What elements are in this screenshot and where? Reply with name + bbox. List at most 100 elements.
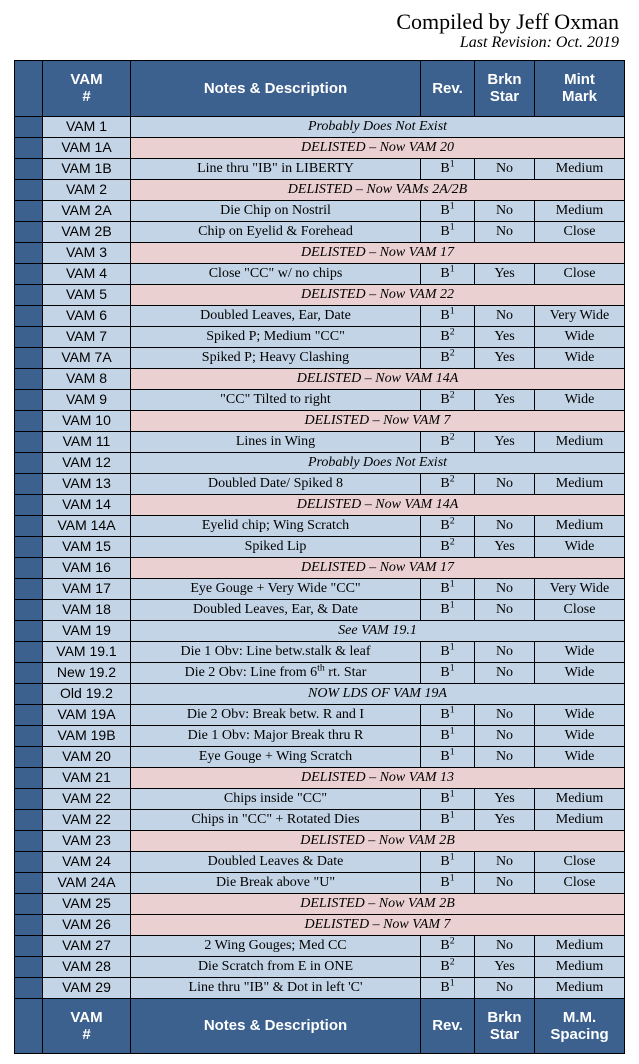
row-checkbox[interactable]: [15, 599, 43, 620]
row-checkbox[interactable]: [15, 683, 43, 704]
mm-cell: Wide: [535, 704, 625, 725]
row-checkbox[interactable]: [15, 809, 43, 830]
notes-cell: Spiked P; Medium "CC": [131, 326, 421, 347]
table-row: VAM 21DELISTED – Now VAM 13: [15, 767, 625, 788]
mm-cell: Medium: [535, 956, 625, 977]
notes-cell: Doubled Leaves, Ear, & Date: [131, 599, 421, 620]
row-checkbox[interactable]: [15, 872, 43, 893]
doc-header: Compiled by Jeff Oxman Last Revision: Oc…: [14, 10, 619, 52]
row-checkbox[interactable]: [15, 641, 43, 662]
row-checkbox[interactable]: [15, 956, 43, 977]
brkn-cell: No: [475, 662, 535, 683]
row-checkbox[interactable]: [15, 977, 43, 998]
row-checkbox[interactable]: [15, 830, 43, 851]
vam-number: VAM 5: [43, 284, 131, 305]
row-checkbox[interactable]: [15, 368, 43, 389]
mm-cell: Wide: [535, 389, 625, 410]
row-checkbox[interactable]: [15, 578, 43, 599]
notes-cell: Chip on Eyelid & Forehead: [131, 221, 421, 242]
row-checkbox[interactable]: [15, 494, 43, 515]
vam-number: VAM 1: [43, 116, 131, 137]
row-checkbox[interactable]: [15, 893, 43, 914]
row-checkbox[interactable]: [15, 284, 43, 305]
table-row: VAM 1BLine thru "IB" in LIBERTYB1NoMediu…: [15, 158, 625, 179]
vam-number: VAM 7: [43, 326, 131, 347]
row-checkbox[interactable]: [15, 746, 43, 767]
table-row: VAM 16DELISTED – Now VAM 17: [15, 557, 625, 578]
row-checkbox[interactable]: [15, 263, 43, 284]
row-checkbox[interactable]: [15, 767, 43, 788]
notes-cell: Eyelid chip; Wing Scratch: [131, 515, 421, 536]
notes-cell: Chips inside "CC": [131, 788, 421, 809]
table-row: VAM 2BChip on Eyelid & ForeheadB1NoClose: [15, 221, 625, 242]
row-checkbox[interactable]: [15, 200, 43, 221]
brkn-cell: Yes: [475, 809, 535, 830]
vam-number: VAM 22: [43, 809, 131, 830]
rev-cell: B2: [421, 347, 475, 368]
table-row: New 19.2Die 2 Obv: Line from 6th rt. Sta…: [15, 662, 625, 683]
vam-number: VAM 11: [43, 431, 131, 452]
row-checkbox[interactable]: [15, 725, 43, 746]
row-checkbox[interactable]: [15, 242, 43, 263]
row-checkbox[interactable]: [15, 116, 43, 137]
mm-cell: Wide: [535, 347, 625, 368]
notes-cell: Close "CC" w/ no chips: [131, 263, 421, 284]
status-note: Probably Does Not Exist: [131, 116, 625, 137]
mm-cell: Medium: [535, 977, 625, 998]
row-checkbox[interactable]: [15, 347, 43, 368]
vam-number: VAM 14A: [43, 515, 131, 536]
row-checkbox[interactable]: [15, 935, 43, 956]
delisted-note: DELISTED – Now VAM 2B: [131, 830, 625, 851]
row-checkbox[interactable]: [15, 557, 43, 578]
row-checkbox[interactable]: [15, 158, 43, 179]
col-checkbox: [15, 998, 43, 1054]
delisted-note: DELISTED – Now VAM 17: [131, 242, 625, 263]
vam-number: VAM 24A: [43, 872, 131, 893]
row-checkbox[interactable]: [15, 515, 43, 536]
vam-number: VAM 20: [43, 746, 131, 767]
row-checkbox[interactable]: [15, 410, 43, 431]
vam-number: VAM 14: [43, 494, 131, 515]
row-checkbox[interactable]: [15, 431, 43, 452]
row-checkbox[interactable]: [15, 536, 43, 557]
row-checkbox[interactable]: [15, 305, 43, 326]
rev-cell: B2: [421, 326, 475, 347]
row-checkbox[interactable]: [15, 473, 43, 494]
table-row: VAM 4Close "CC" w/ no chipsB1YesClose: [15, 263, 625, 284]
row-checkbox[interactable]: [15, 788, 43, 809]
row-checkbox[interactable]: [15, 452, 43, 473]
row-checkbox[interactable]: [15, 914, 43, 935]
row-checkbox[interactable]: [15, 704, 43, 725]
row-checkbox[interactable]: [15, 851, 43, 872]
table-row: VAM 26DELISTED – Now VAM 7: [15, 914, 625, 935]
row-checkbox[interactable]: [15, 137, 43, 158]
mm-cell: Medium: [535, 473, 625, 494]
rev-cell: B2: [421, 536, 475, 557]
mm-cell: Medium: [535, 200, 625, 221]
mm-cell: Medium: [535, 809, 625, 830]
brkn-cell: No: [475, 704, 535, 725]
brkn-cell: Yes: [475, 536, 535, 557]
delisted-note: DELISTED – Now VAM 22: [131, 284, 625, 305]
table-row: VAM 19See VAM 19.1: [15, 620, 625, 641]
row-checkbox[interactable]: [15, 179, 43, 200]
table-row: VAM 272 Wing Gouges; Med CCB2NoMedium: [15, 935, 625, 956]
row-checkbox[interactable]: [15, 326, 43, 347]
row-checkbox[interactable]: [15, 620, 43, 641]
rev-cell: B1: [421, 725, 475, 746]
table-row: VAM 19.1Die 1 Obv: Line betw.stalk & lea…: [15, 641, 625, 662]
mm-cell: Very Wide: [535, 578, 625, 599]
delisted-note: DELISTED – Now VAMs 2A/2B: [131, 179, 625, 200]
vam-number: VAM 19.1: [43, 641, 131, 662]
rev-cell: B1: [421, 599, 475, 620]
row-checkbox[interactable]: [15, 221, 43, 242]
table-body: VAM 1Probably Does Not ExistVAM 1ADELIST…: [15, 116, 625, 998]
vam-number: VAM 27: [43, 935, 131, 956]
table-row: VAM 20Eye Gouge + Wing ScratchB1NoWide: [15, 746, 625, 767]
row-checkbox[interactable]: [15, 662, 43, 683]
row-checkbox[interactable]: [15, 389, 43, 410]
table-header-top: VAM# Notes & Description Rev. BrknStar M…: [15, 61, 625, 117]
rev-cell: B2: [421, 473, 475, 494]
table-row: VAM 5DELISTED – Now VAM 22: [15, 284, 625, 305]
rev-cell: B2: [421, 956, 475, 977]
